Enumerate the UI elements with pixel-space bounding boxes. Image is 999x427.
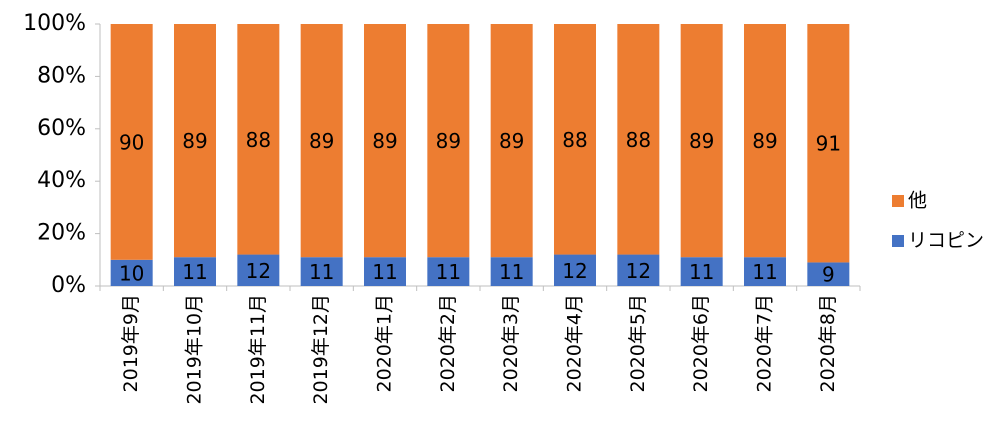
x-tick-label: 2020年3月 <box>500 294 522 392</box>
bar-segment <box>680 24 723 258</box>
data-label: 89 <box>752 129 777 153</box>
x-tick-label: 2020年7月 <box>754 294 776 392</box>
bar-segment <box>490 257 533 286</box>
legend-label: リコピン <box>908 230 984 252</box>
data-label: 12 <box>562 259 587 283</box>
bar-segment <box>237 254 280 286</box>
bar-segment <box>364 24 406 258</box>
bar-segment <box>110 24 153 260</box>
x-tick-label: 2020年2月 <box>437 294 459 392</box>
bar-segment <box>490 24 533 258</box>
x-tick-label: 2019年11月 <box>247 294 269 405</box>
y-tick-label: 40% <box>37 168 86 193</box>
y-tick-label: 100% <box>23 11 86 36</box>
bar-segment <box>364 257 406 286</box>
data-label: 89 <box>309 129 334 153</box>
bar-segment <box>807 262 850 286</box>
x-tick-label: 2019年12月 <box>310 294 332 405</box>
y-tick-label: 20% <box>37 221 86 246</box>
bar-segment <box>680 257 723 286</box>
bar-segment <box>554 24 596 255</box>
x-tick-label: 2019年10月 <box>184 294 206 405</box>
bar-segment <box>174 257 216 286</box>
data-label: 88 <box>246 128 271 152</box>
legend-swatch <box>892 235 904 247</box>
data-label: 89 <box>436 129 461 153</box>
data-label: 88 <box>562 128 587 152</box>
legend-swatch <box>892 195 904 207</box>
x-tick-label: 2020年1月 <box>374 294 396 392</box>
data-label: 11 <box>499 260 524 284</box>
data-label: 9 <box>822 263 835 287</box>
bar-segment <box>174 24 216 258</box>
bar-segment <box>427 24 470 258</box>
x-tick-label: 2020年5月 <box>627 294 649 392</box>
data-label: 11 <box>689 260 714 284</box>
data-label: 11 <box>309 260 334 284</box>
y-tick-label: 80% <box>37 63 86 88</box>
data-label: 11 <box>372 260 397 284</box>
legend-label: 他 <box>908 190 927 212</box>
y-tick-label: 0% <box>51 273 86 298</box>
bar-segment <box>744 24 786 258</box>
data-label: 88 <box>626 128 651 152</box>
data-label: 89 <box>182 129 207 153</box>
bar-segment <box>110 259 153 286</box>
bar-segment <box>427 257 470 286</box>
data-label: 12 <box>626 259 651 283</box>
bar-segment <box>300 257 343 286</box>
x-tick-label: 2020年4月 <box>564 294 586 392</box>
bar-segment <box>807 24 850 263</box>
x-tick-label: 2019年9月 <box>120 294 142 392</box>
x-tick-label: 2020年8月 <box>817 294 839 392</box>
data-label: 12 <box>246 259 271 283</box>
bar-segment <box>237 24 280 255</box>
x-tick-label: 2020年6月 <box>690 294 712 392</box>
data-label: 89 <box>372 129 397 153</box>
data-label: 10 <box>119 261 144 285</box>
data-label: 90 <box>119 130 144 154</box>
y-tick-label: 60% <box>37 116 86 141</box>
data-label: 89 <box>689 129 714 153</box>
bar-segment <box>617 24 660 255</box>
bar-segment <box>617 254 660 286</box>
data-label: 89 <box>499 129 524 153</box>
bar-segment <box>554 254 596 286</box>
bar-segment <box>300 24 343 258</box>
data-label: 91 <box>816 132 841 156</box>
bar-segment <box>744 257 786 286</box>
data-label: 11 <box>752 260 777 284</box>
data-label: 11 <box>182 260 207 284</box>
data-label: 11 <box>436 260 461 284</box>
